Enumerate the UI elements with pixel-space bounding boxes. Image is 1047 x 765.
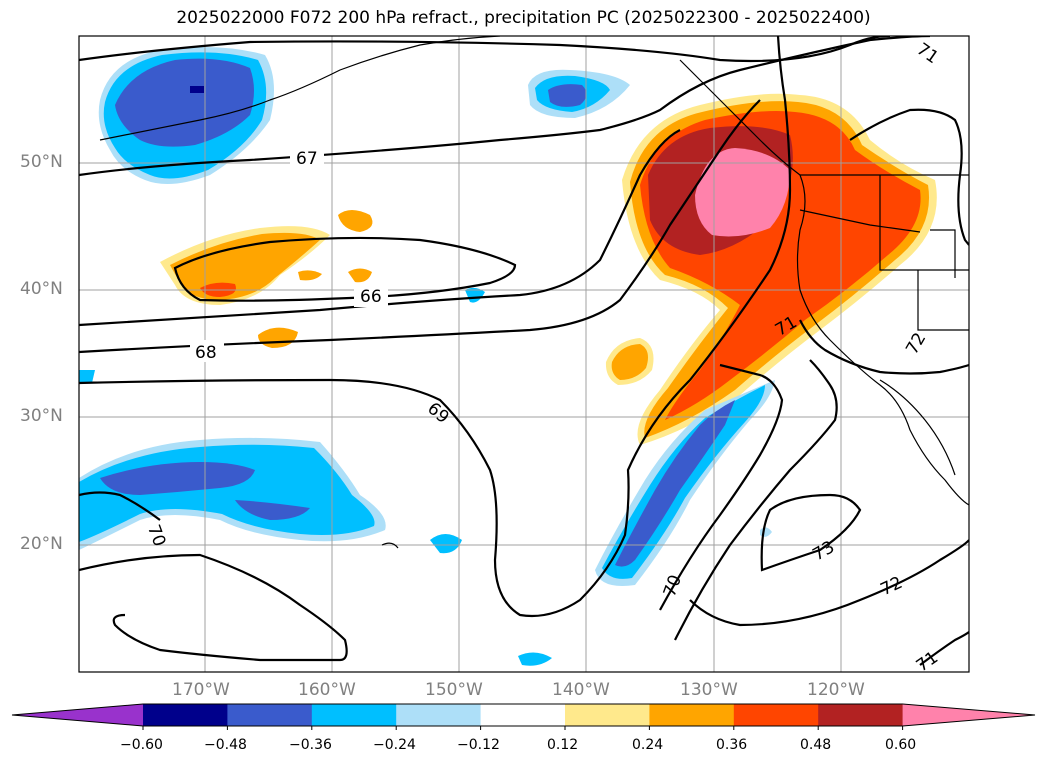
lon-label: 140°W (552, 680, 610, 700)
colorbar-segment (227, 704, 313, 726)
colorbar-segment (565, 704, 650, 726)
contour-label: 68 (195, 343, 217, 363)
lon-label: 120°W (807, 680, 865, 700)
colorbar (11, 703, 1036, 730)
refractivity-contours (79, 36, 969, 666)
lat-label: 50°N (20, 152, 63, 172)
colorbar-tick-label: −0.12 (457, 737, 500, 753)
lon-label: 150°W (425, 680, 483, 700)
colorbar-tick-label: 0.48 (800, 737, 832, 753)
colorbar-tick-label: −0.24 (373, 737, 416, 753)
colorbar-tick-label: −0.48 (204, 737, 247, 753)
contour-label: 72 (878, 573, 906, 600)
lon-label: 160°W (298, 680, 356, 700)
contour-label: 66 (360, 287, 382, 307)
contour-label: 69 (423, 399, 452, 428)
precip-fields (79, 46, 937, 666)
contour-label: 70 (660, 572, 686, 599)
lat-label: 30°N (20, 406, 63, 426)
colorbar-segment (143, 704, 228, 726)
contour-label: 67 (296, 149, 318, 169)
colorbar-tick-label: −0.60 (120, 737, 163, 753)
map-title: 2025022000 F072 200 hPa refract., precip… (176, 8, 871, 28)
contour-label: 73 (809, 537, 838, 565)
colorbar-segment (818, 704, 904, 726)
contour-label: 71 (913, 39, 942, 68)
contour-label: 72 (902, 329, 930, 358)
map-frame (78, 35, 970, 673)
colorbar-segment (733, 704, 819, 726)
colorbar-extend-max (902, 704, 1035, 726)
colorbar-segment (311, 704, 397, 726)
colorbar-tick-label: −0.36 (289, 737, 332, 753)
lon-label: 170°W (172, 680, 230, 700)
lon-label: 130°W (680, 680, 738, 700)
coastlines (99, 36, 969, 549)
lat-label: 20°N (20, 534, 63, 554)
colorbar-extend-min (12, 704, 143, 726)
colorbar-segment (396, 704, 482, 726)
colorbar-segment (649, 704, 735, 726)
colorbar-tick-label: 0.36 (716, 737, 748, 753)
lat-label: 40°N (20, 279, 63, 299)
colorbar-tick-label: 0.60 (885, 737, 917, 753)
colorbar-tick-label: 0.24 (632, 737, 664, 753)
colorbar-tick-label: 0.12 (547, 737, 579, 753)
colorbar-segment (480, 704, 566, 726)
